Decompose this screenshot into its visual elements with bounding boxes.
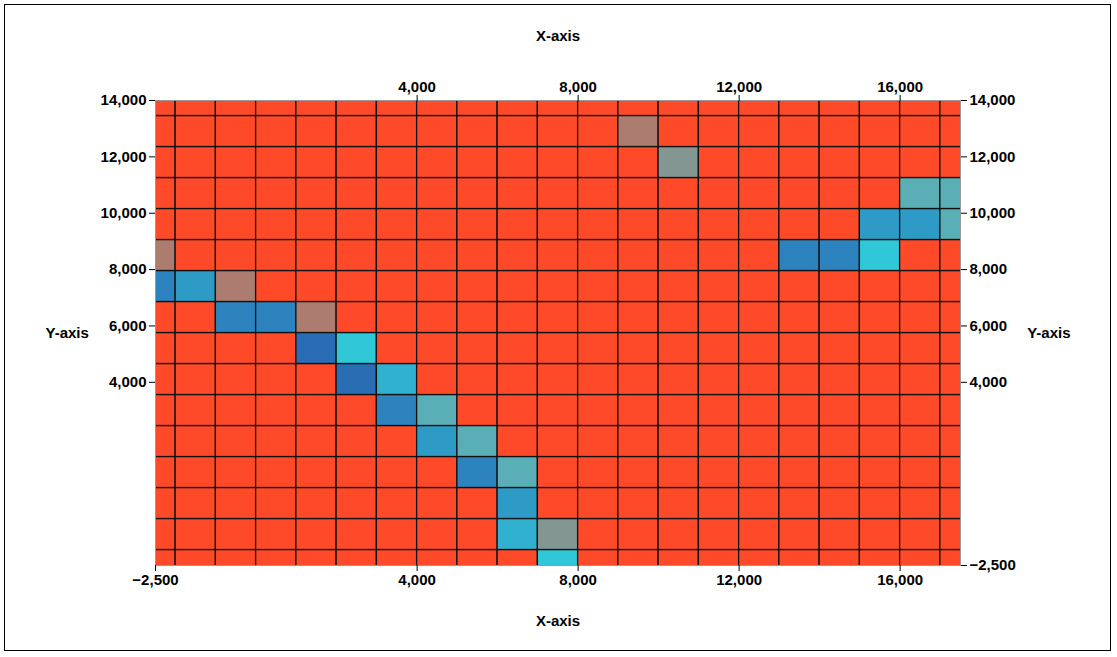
- svg-text:−2,500: −2,500: [132, 571, 178, 588]
- svg-text:14,000: 14,000: [970, 91, 1016, 108]
- svg-text:4,000: 4,000: [398, 78, 436, 95]
- svg-text:16,000: 16,000: [877, 78, 923, 95]
- svg-text:X-axis: X-axis: [536, 612, 580, 629]
- svg-text:6,000: 6,000: [970, 317, 1008, 334]
- svg-text:8,000: 8,000: [109, 260, 147, 277]
- svg-text:8,000: 8,000: [559, 78, 597, 95]
- svg-text:−2,500: −2,500: [970, 556, 1016, 573]
- svg-text:4,000: 4,000: [970, 373, 1008, 390]
- svg-text:Y-axis: Y-axis: [1027, 324, 1070, 341]
- svg-text:12,000: 12,000: [970, 148, 1016, 165]
- svg-text:12,000: 12,000: [716, 571, 762, 588]
- svg-text:X-axis: X-axis: [536, 27, 580, 44]
- svg-text:8,000: 8,000: [559, 571, 597, 588]
- svg-text:4,000: 4,000: [398, 571, 436, 588]
- svg-text:10,000: 10,000: [970, 204, 1016, 221]
- svg-text:8,000: 8,000: [970, 260, 1008, 277]
- svg-text:12,000: 12,000: [101, 148, 147, 165]
- svg-text:4,000: 4,000: [109, 373, 147, 390]
- svg-text:12,000: 12,000: [716, 78, 762, 95]
- svg-text:14,000: 14,000: [101, 91, 147, 108]
- svg-text:Y-axis: Y-axis: [46, 324, 89, 341]
- svg-text:6,000: 6,000: [109, 317, 147, 334]
- svg-text:16,000: 16,000: [877, 571, 923, 588]
- svg-text:10,000: 10,000: [101, 204, 147, 221]
